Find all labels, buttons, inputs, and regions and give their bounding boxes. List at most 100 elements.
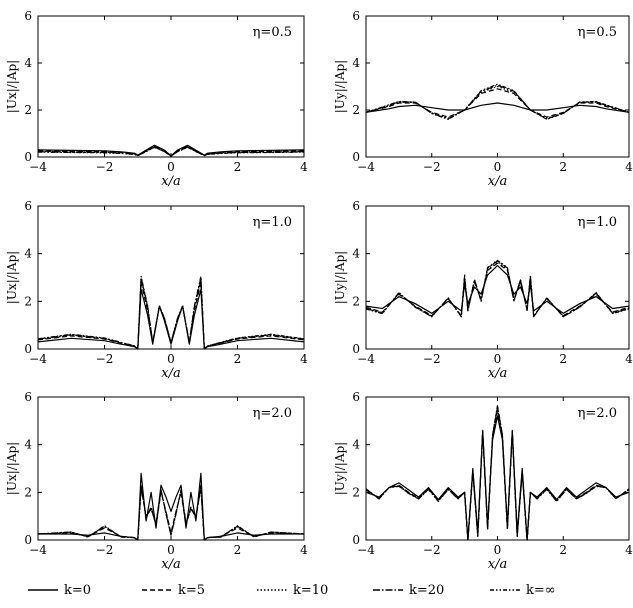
x-tick-label: 0 xyxy=(494,160,502,174)
y-axis-label: |Uy|/|Ap| xyxy=(333,60,347,113)
legend-label-2: k=10 xyxy=(293,583,328,598)
x-tick-label: −2 xyxy=(96,352,114,366)
y-tick-label: 0 xyxy=(24,150,32,164)
legend-label-0: k=0 xyxy=(64,583,91,598)
series-line-1 xyxy=(365,262,630,317)
series-line-3 xyxy=(365,260,630,318)
eta-annotation: η=0.5 xyxy=(253,25,292,40)
x-tick-label: 4 xyxy=(625,352,633,366)
x-tick-label: −2 xyxy=(423,543,441,557)
eta-annotation: η=2.0 xyxy=(253,406,292,421)
series-line-3 xyxy=(37,487,305,541)
series-line-0 xyxy=(37,288,305,350)
y-tick-label: 4 xyxy=(352,247,360,261)
x-tick-label: 0 xyxy=(494,352,502,366)
y-tick-label: 2 xyxy=(24,103,32,117)
y-axis-label: |Ux|/|Ap| xyxy=(5,442,19,495)
x-tick-label: 0 xyxy=(167,160,175,174)
series-line-2 xyxy=(365,261,630,317)
series-line-4 xyxy=(365,404,630,541)
x-tick-label: −2 xyxy=(423,160,441,174)
x-tick-label: −4 xyxy=(29,352,47,366)
x-tick-label: −2 xyxy=(96,160,114,174)
x-tick-label: −4 xyxy=(357,160,375,174)
chart-panel-d: −4 −2 0 2 4 0 2 4 6 x/a |Uy|/|Ap| η=1.0 xyxy=(333,199,633,381)
y-axis-label: |Uy|/|Ap| xyxy=(333,442,347,495)
y-tick-label: 6 xyxy=(352,9,360,23)
y-tick-label: 0 xyxy=(352,150,360,164)
series-line-1 xyxy=(365,410,630,541)
x-tick-label: −2 xyxy=(423,352,441,366)
chart-panel-b: −4 −2 0 2 4 0 2 4 6 x/a |Uy|/|Ap| η=0.5 xyxy=(333,9,633,189)
eta-annotation: η=1.0 xyxy=(578,215,617,230)
y-tick-label: 4 xyxy=(24,247,32,261)
series-line-1 xyxy=(37,484,305,541)
x-tick-label: 2 xyxy=(559,352,567,366)
y-tick-label: 2 xyxy=(24,485,32,499)
x-tick-label: 2 xyxy=(234,543,242,557)
x-tick-label: 4 xyxy=(300,160,308,174)
y-tick-label: 2 xyxy=(24,294,32,308)
y-tick-label: 0 xyxy=(352,342,360,356)
x-tick-label: 2 xyxy=(559,543,567,557)
series-line-4 xyxy=(37,275,305,350)
x-tick-label: −2 xyxy=(96,543,114,557)
series-line-0 xyxy=(38,472,304,541)
series-line-4 xyxy=(37,146,305,157)
y-tick-label: 0 xyxy=(24,342,32,356)
y-tick-label: 2 xyxy=(352,485,360,499)
y-tick-label: 4 xyxy=(352,56,360,70)
x-axis-label: x/a xyxy=(488,557,507,572)
x-tick-label: 0 xyxy=(167,543,175,557)
x-axis-label: x/a xyxy=(161,366,180,381)
x-tick-label: 0 xyxy=(494,543,502,557)
x-tick-label: 2 xyxy=(559,160,567,174)
eta-annotation: η=1.0 xyxy=(253,215,292,230)
legend-label-4: k=∞ xyxy=(526,583,556,598)
x-tick-label: 4 xyxy=(300,352,308,366)
x-tick-label: −4 xyxy=(29,543,47,557)
y-tick-label: 4 xyxy=(352,438,360,452)
series-line-4 xyxy=(365,83,630,121)
x-tick-label: 2 xyxy=(234,160,242,174)
chart-panel-a: −4 −2 0 2 4 0 2 4 6 x/a |Ux|/|Ap| η=0.5 xyxy=(5,9,308,189)
chart-panel-f: −4 −2 0 2 4 0 2 4 6 x/a |Uy|/|Ap| η=2.0 xyxy=(333,390,633,572)
legend: k=0 k=5 k=10 k=20 k=∞ xyxy=(28,583,556,598)
series-line-2 xyxy=(365,408,630,541)
y-axis-label: |Ux|/|Ap| xyxy=(5,60,19,113)
series-line-0 xyxy=(365,415,630,541)
y-axis-label: |Ux|/|Ap| xyxy=(5,251,19,304)
y-tick-label: 6 xyxy=(352,199,360,213)
legend-label-3: k=20 xyxy=(409,583,444,598)
series-line-0 xyxy=(365,102,630,113)
eta-annotation: η=2.0 xyxy=(578,406,617,421)
y-tick-label: 6 xyxy=(24,390,32,404)
y-tick-label: 2 xyxy=(352,294,360,308)
x-tick-label: −4 xyxy=(29,160,47,174)
x-axis-label: x/a xyxy=(488,366,507,381)
y-axis-label: |Uy|/|Ap| xyxy=(333,251,347,304)
y-tick-label: 0 xyxy=(352,533,360,547)
x-tick-label: 4 xyxy=(625,160,633,174)
x-axis-label: x/a xyxy=(161,557,180,572)
y-tick-label: 0 xyxy=(24,533,32,547)
y-tick-label: 4 xyxy=(24,56,32,70)
series-line-3 xyxy=(365,405,630,541)
x-tick-label: 4 xyxy=(625,543,633,557)
x-tick-label: 2 xyxy=(234,352,242,366)
x-tick-label: −4 xyxy=(357,352,375,366)
series-line-3 xyxy=(365,84,630,120)
x-axis-label: x/a xyxy=(161,174,180,189)
chart-panel-e: −4 −2 0 2 4 0 2 4 6 x/a |Ux|/|Ap| η=2.0 xyxy=(5,390,308,572)
series-line-0 xyxy=(365,265,630,314)
legend-label-1: k=5 xyxy=(178,583,205,598)
y-tick-label: 6 xyxy=(24,199,32,213)
x-tick-label: −4 xyxy=(357,543,375,557)
y-tick-label: 6 xyxy=(352,390,360,404)
y-tick-label: 4 xyxy=(24,438,32,452)
x-tick-label: 4 xyxy=(300,543,308,557)
x-axis-label: x/a xyxy=(488,174,507,189)
y-tick-label: 2 xyxy=(352,103,360,117)
chart-panel-c: −4 −2 0 2 4 0 2 4 6 x/a |Ux|/|Ap| η=1.0 xyxy=(5,199,308,381)
